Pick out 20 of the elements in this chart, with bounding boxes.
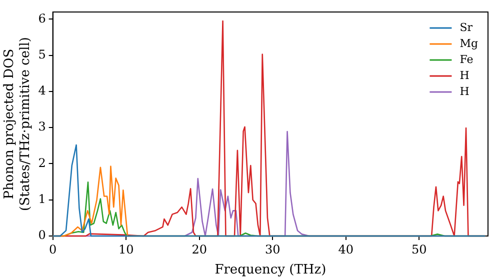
x-tick-label: 20	[192, 242, 207, 256]
x-tick-label: 30	[264, 242, 280, 256]
legend-label: Fe	[460, 52, 474, 66]
x-tick-label: 0	[49, 242, 57, 256]
y-tick-label: 3	[38, 120, 46, 134]
x-tick-label: 10	[118, 242, 134, 256]
x-axis-title: Frequency (THz)	[214, 262, 326, 278]
y-axis-title: Phonon projected DOS (States/THz·primitive cell)	[2, 36, 33, 212]
x-tick-label: 40	[338, 242, 354, 256]
legend-label: Sr	[460, 20, 474, 34]
x-tick-label: 50	[411, 242, 427, 256]
y-tick-label: 2	[38, 156, 46, 170]
y-tick-label: 0	[38, 228, 46, 242]
y-tick-label: 5	[38, 47, 46, 62]
y-tick-label: 1	[38, 192, 46, 206]
legend-label: H	[460, 68, 470, 82]
y-tick-label: 4	[38, 84, 46, 98]
y-tick-label: 6	[38, 11, 46, 26]
legend-label: H	[460, 84, 470, 98]
legend-label: Mg	[460, 36, 478, 50]
